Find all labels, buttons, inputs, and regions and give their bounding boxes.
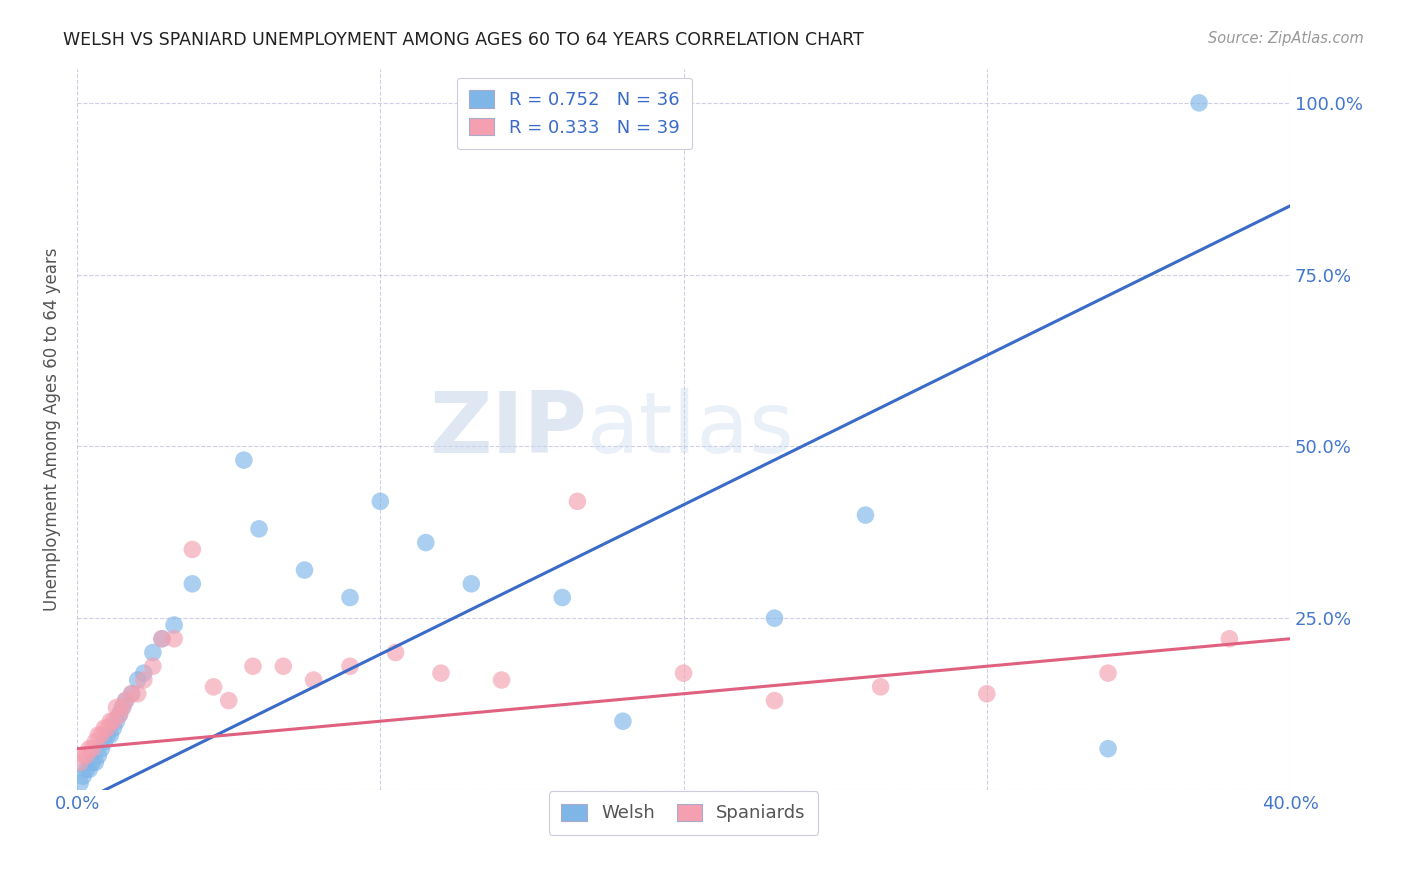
Point	[87, 728, 110, 742]
Point	[150, 632, 173, 646]
Point	[1097, 666, 1119, 681]
Point	[551, 591, 574, 605]
Point	[87, 748, 110, 763]
Point	[108, 707, 131, 722]
Point	[181, 542, 204, 557]
Text: WELSH VS SPANIARD UNEMPLOYMENT AMONG AGES 60 TO 64 YEARS CORRELATION CHART: WELSH VS SPANIARD UNEMPLOYMENT AMONG AGE…	[63, 31, 865, 49]
Point	[491, 673, 513, 687]
Point	[247, 522, 270, 536]
Point	[181, 576, 204, 591]
Point	[271, 659, 294, 673]
Point	[103, 714, 125, 729]
Point	[302, 673, 325, 687]
Text: Source: ZipAtlas.com: Source: ZipAtlas.com	[1208, 31, 1364, 46]
Point	[105, 700, 128, 714]
Point	[69, 756, 91, 770]
Point	[127, 687, 149, 701]
Point	[612, 714, 634, 729]
Point	[108, 707, 131, 722]
Point	[75, 748, 97, 763]
Point	[415, 535, 437, 549]
Point	[69, 776, 91, 790]
Point	[100, 728, 122, 742]
Text: ZIP: ZIP	[429, 388, 586, 471]
Point	[1218, 632, 1240, 646]
Point	[1188, 95, 1211, 110]
Point	[103, 721, 125, 735]
Point	[763, 611, 786, 625]
Point	[77, 762, 100, 776]
Point	[294, 563, 316, 577]
Point	[132, 673, 155, 687]
Point	[1097, 741, 1119, 756]
Point	[132, 666, 155, 681]
Point	[121, 687, 143, 701]
Point	[96, 721, 118, 735]
Point	[142, 659, 165, 673]
Point	[384, 646, 406, 660]
Point	[142, 646, 165, 660]
Point	[460, 576, 482, 591]
Point	[869, 680, 891, 694]
Point	[855, 508, 877, 522]
Point	[111, 700, 134, 714]
Legend: Welsh, Spaniards: Welsh, Spaniards	[548, 791, 818, 835]
Point	[127, 673, 149, 687]
Text: atlas: atlas	[586, 388, 794, 471]
Point	[93, 735, 115, 749]
Point	[93, 721, 115, 735]
Point	[77, 741, 100, 756]
Point	[72, 769, 94, 783]
Point	[202, 680, 225, 694]
Point	[339, 659, 361, 673]
Point	[163, 632, 186, 646]
Point	[90, 741, 112, 756]
Point	[370, 494, 392, 508]
Point	[672, 666, 695, 681]
Y-axis label: Unemployment Among Ages 60 to 64 years: Unemployment Among Ages 60 to 64 years	[44, 247, 60, 611]
Point	[96, 728, 118, 742]
Point	[430, 666, 453, 681]
Point	[114, 693, 136, 707]
Point	[976, 687, 998, 701]
Point	[84, 735, 107, 749]
Point	[242, 659, 264, 673]
Point	[72, 748, 94, 763]
Point	[90, 728, 112, 742]
Point	[763, 693, 786, 707]
Point	[82, 741, 104, 756]
Point	[82, 756, 104, 770]
Point	[150, 632, 173, 646]
Point	[232, 453, 254, 467]
Point	[567, 494, 589, 508]
Point	[121, 687, 143, 701]
Point	[75, 762, 97, 776]
Point	[111, 700, 134, 714]
Point	[218, 693, 240, 707]
Point	[105, 714, 128, 729]
Point	[163, 618, 186, 632]
Point	[339, 591, 361, 605]
Point	[84, 756, 107, 770]
Point	[100, 714, 122, 729]
Point	[114, 693, 136, 707]
